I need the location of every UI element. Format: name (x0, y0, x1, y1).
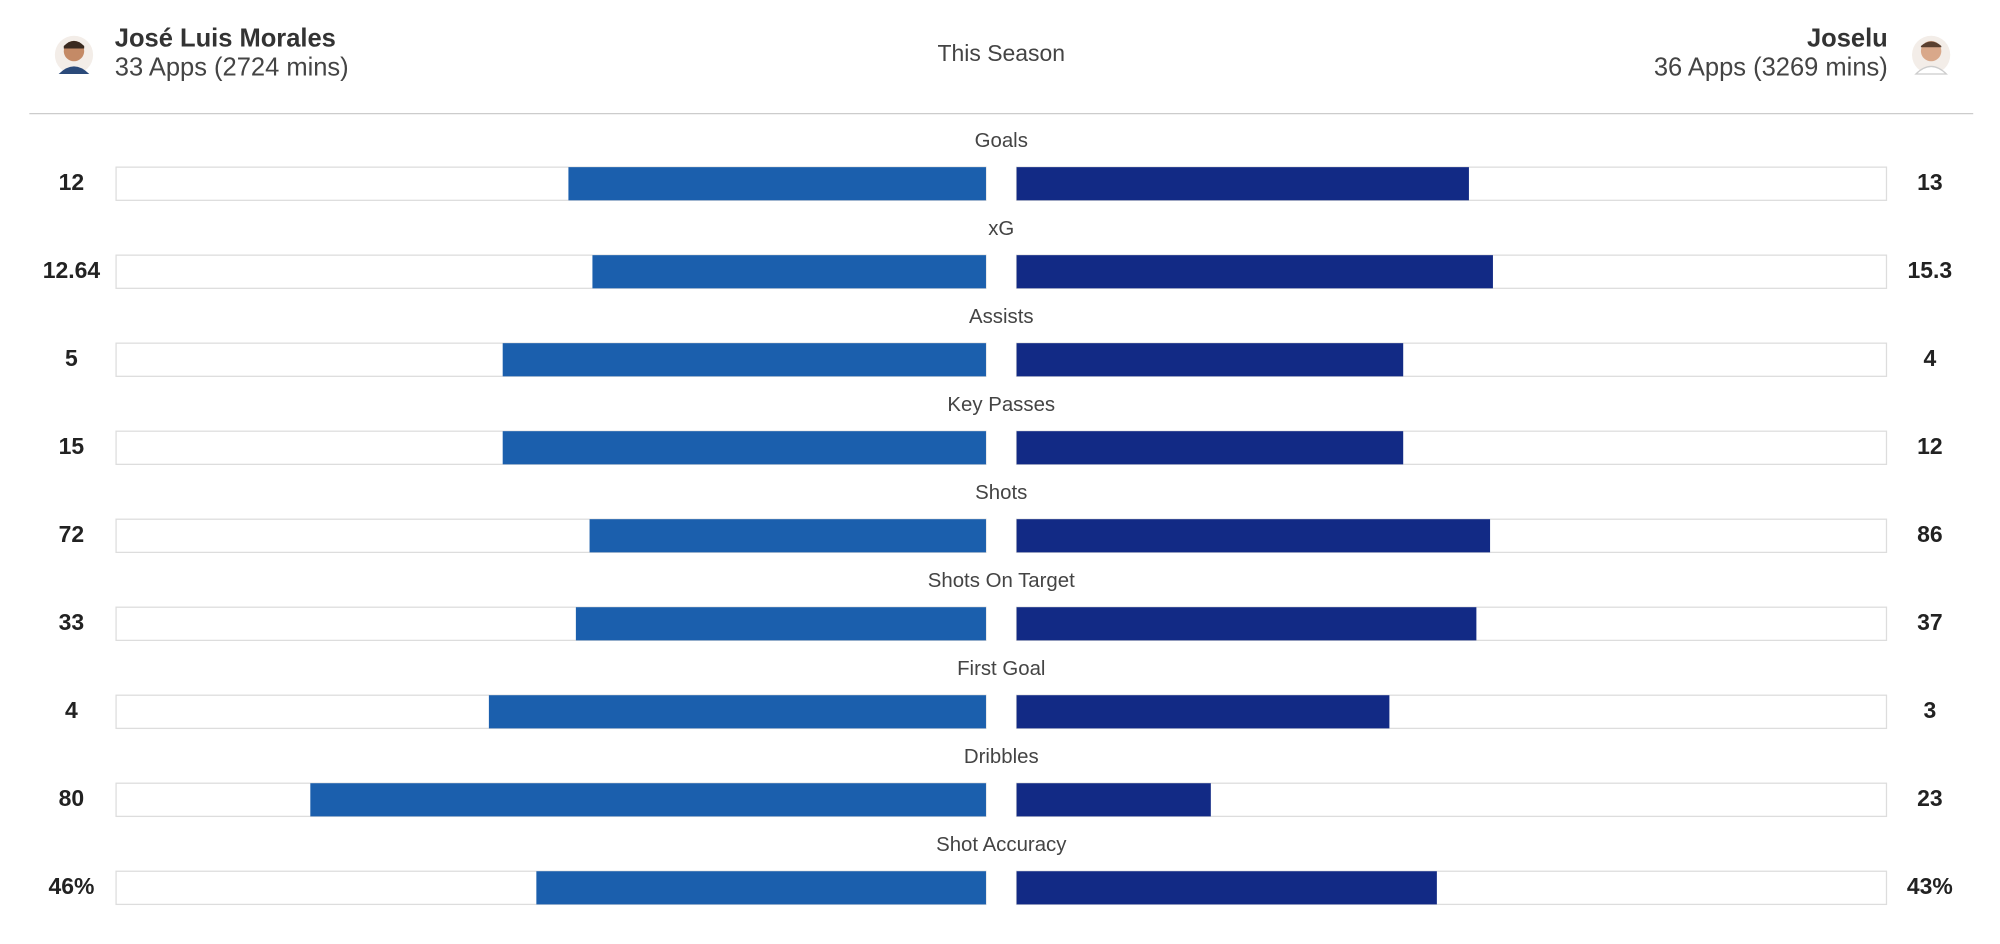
value-label: 72 (59, 521, 85, 547)
value-label: 80 (59, 785, 85, 811)
value-label: 12 (1917, 433, 1943, 459)
value-label: 15 (59, 433, 85, 459)
bar (575, 607, 986, 641)
bar (589, 519, 986, 553)
bar (488, 695, 986, 729)
player-name: José Luis Morales (115, 24, 336, 52)
avatar-right (1911, 35, 1951, 75)
bar (568, 167, 986, 201)
player-name: Joselu (1807, 24, 1888, 52)
value-label: 4 (65, 697, 78, 723)
player-apps: 36 Apps (3269 mins) (1654, 54, 1888, 82)
stat-label: Key Passes (947, 394, 1055, 416)
value-label: 4 (1923, 345, 1936, 371)
stat-label: First Goal (957, 658, 1045, 680)
bar (1016, 783, 1211, 817)
value-label: 15.3 (1908, 257, 1953, 283)
value-label: 5 (65, 345, 78, 371)
value-label: 23 (1917, 785, 1943, 811)
value-label: 12.64 (43, 257, 101, 283)
stat-label: Shots (975, 482, 1027, 504)
avatar-left (54, 35, 94, 75)
stat-label: Shots On Target (928, 570, 1075, 592)
bar (1016, 255, 1493, 289)
value-label: 46% (48, 873, 94, 899)
bar (502, 431, 986, 465)
bar (536, 871, 986, 905)
bar (310, 783, 986, 817)
player-apps: 33 Apps (2724 mins) (115, 54, 349, 82)
value-label: 86 (1917, 521, 1943, 547)
stat-label: Dribbles (964, 746, 1039, 768)
bar (1016, 695, 1390, 729)
value-label: 3 (1923, 697, 1936, 723)
stat-label: Goals (975, 130, 1028, 152)
bar (1016, 343, 1404, 377)
bar (1016, 167, 1469, 201)
bar (502, 343, 986, 377)
value-label: 43% (1907, 873, 1953, 899)
stat-label: Assists (969, 306, 1034, 328)
chart-title: This Season (938, 40, 1066, 66)
bar (1016, 431, 1404, 465)
bar (592, 255, 986, 289)
value-label: 37 (1917, 609, 1943, 635)
bar (1016, 871, 1437, 905)
bar (1016, 519, 1491, 553)
stat-label: xG (988, 218, 1014, 240)
value-label: 33 (59, 609, 85, 635)
value-label: 12 (59, 169, 85, 195)
stat-label: Shot Accuracy (936, 834, 1067, 856)
bar (1016, 607, 1477, 641)
value-label: 13 (1917, 169, 1943, 195)
